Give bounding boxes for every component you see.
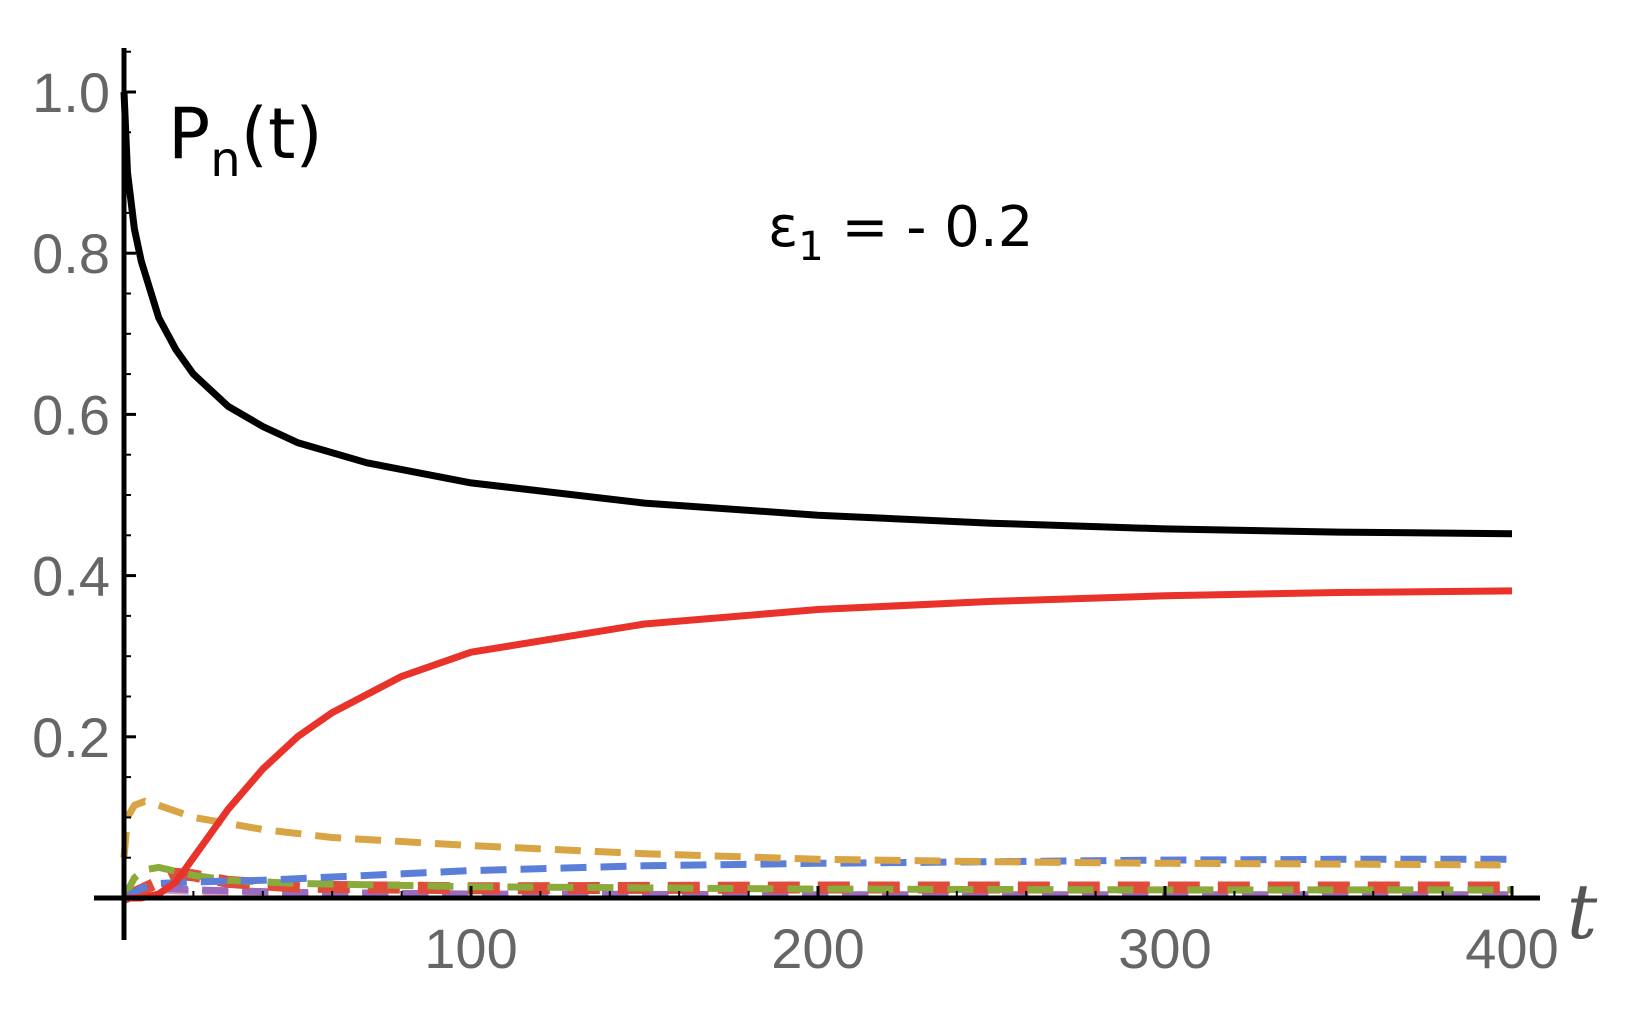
y-tick-label: 0.8: [32, 222, 110, 285]
labels-layer: 0.2 0.4 0.6 0.8 1.0 100 200 300 400 t Pn(t) ε1 = - …: [32, 61, 1598, 980]
x-tick-label: 100: [424, 917, 517, 980]
series-layer: [120, 91, 1513, 904]
y-tick-label: 0.4: [32, 545, 110, 608]
series-line-0: [120, 91, 1513, 538]
x-tick-label: 300: [1118, 917, 1211, 980]
series-line-2: [120, 797, 1513, 869]
series-line-4: [120, 863, 1512, 900]
y-tick-label: 0.6: [32, 383, 110, 446]
x-axis-label: t: [1567, 867, 1598, 956]
annotation-epsilon: ε1 = - 0.2: [768, 195, 1033, 270]
x-tick-label: 200: [771, 917, 864, 980]
y-tick-label: 1.0: [32, 61, 110, 124]
axes-layer: [94, 48, 1540, 940]
series-line-1: [124, 587, 1513, 902]
x-tick-label: 400: [1465, 917, 1558, 980]
y-tick-label: 0.2: [32, 706, 110, 769]
y-axis-label: Pn(t): [168, 93, 323, 188]
